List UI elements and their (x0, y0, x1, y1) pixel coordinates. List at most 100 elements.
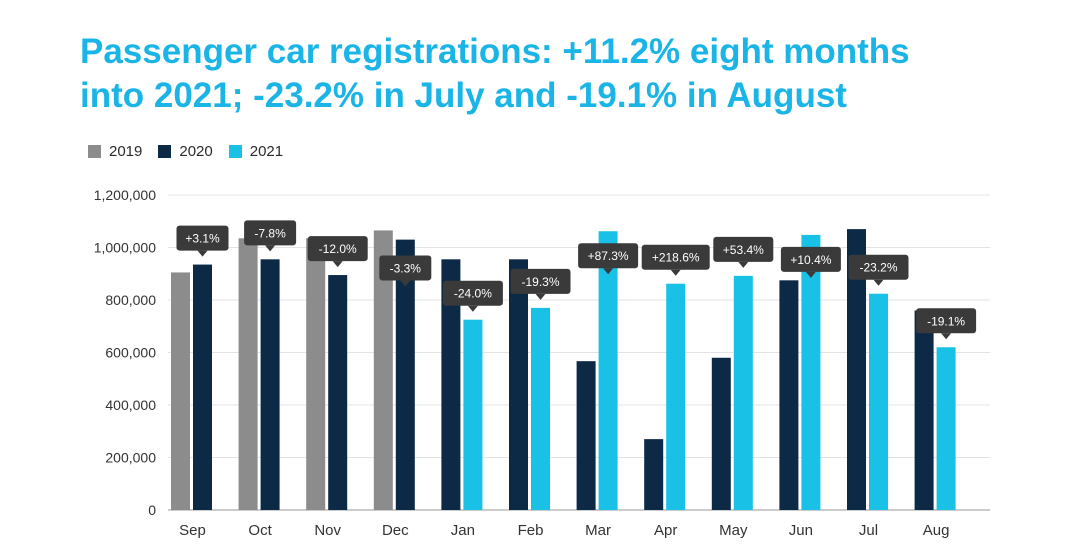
legend-item-2019: 2019 (88, 143, 142, 160)
x-tick-label: Nov (314, 522, 341, 539)
callout-box (916, 308, 977, 334)
callout-label: -23.2% (859, 261, 897, 275)
callout-pointer (332, 261, 343, 268)
legend-swatch-2020 (158, 145, 172, 158)
callout-pointer (400, 280, 411, 287)
bar-2020-apr (644, 439, 664, 510)
bar-2021-jan (463, 319, 483, 510)
bar-2020-aug (914, 310, 934, 510)
legend-swatch-2021 (228, 145, 242, 158)
callout-box (641, 244, 710, 270)
legend-label-2020: 2020 (179, 143, 213, 160)
bar-2020-dec (395, 239, 415, 510)
x-tick-label: Jan (451, 522, 475, 539)
callout-label: -24.0% (454, 287, 492, 301)
y-tick-label: 200,000 (105, 450, 156, 466)
callout-pointer (535, 293, 546, 300)
callout-label: -12.0% (319, 242, 357, 256)
bar-2019-dec (373, 230, 393, 510)
callout-label: +53.4% (723, 243, 764, 257)
callout-label: -19.1% (927, 314, 965, 328)
bar-2019-sep (171, 272, 190, 510)
y-tick-label: 400,000 (105, 397, 156, 413)
bar-2020-oct (260, 259, 280, 510)
x-tick-label: Dec (382, 522, 409, 539)
legend-swatch-2019 (88, 145, 101, 158)
y-tick-label: 600,000 (105, 345, 156, 361)
chart-title-line-2: into 2021; -23.2% in July and -19.1% in … (80, 76, 847, 115)
bar-2021-apr (666, 283, 686, 510)
legend-label-2019: 2019 (109, 143, 143, 160)
callout-label: +87.3% (588, 249, 629, 263)
callout-box (244, 220, 297, 246)
bar-2021-aug (936, 347, 956, 510)
callout-box (578, 243, 639, 269)
callout-box (780, 246, 841, 272)
callout-box (848, 254, 909, 280)
callout-box (510, 268, 571, 294)
callout-jul: -23.2% (848, 254, 909, 286)
callout-pointer (265, 245, 276, 252)
bar-2020-jul (847, 229, 866, 510)
callout-box (713, 236, 774, 262)
callout-pointer (738, 261, 749, 268)
bar-2020-jun (779, 280, 799, 510)
bar-2021-jul (869, 293, 888, 510)
callout-label: +218.6% (652, 251, 700, 265)
callout-label: +10.4% (790, 253, 831, 267)
callout-jun: +10.4% (780, 246, 841, 278)
bar-2019-oct (238, 238, 258, 510)
x-tick-label: Jul (859, 522, 878, 539)
callout-box (379, 255, 432, 281)
callout-dec: -3.3% (379, 255, 432, 287)
callout-pointer (941, 333, 952, 340)
callout-label: -19.3% (521, 275, 559, 289)
x-tick-label: Oct (248, 522, 272, 539)
callout-oct: -7.8% (244, 220, 297, 252)
legend-item-2021: 2021 (228, 143, 284, 160)
callout-label: +3.1% (185, 232, 220, 246)
y-tick-label: 1,000,000 (94, 240, 156, 256)
callout-pointer (467, 305, 478, 312)
chart-title: Passenger car registrations: +11.2% eigh… (80, 30, 1060, 118)
callout-pointer (197, 250, 208, 257)
bar-2020-nov (328, 275, 348, 510)
y-tick-label: 0 (148, 502, 156, 518)
chart-legend: 2019 2020 2021 (88, 143, 283, 160)
bar-2021-mar (598, 231, 618, 510)
x-tick-label: Apr (654, 522, 677, 539)
bar-2020-may (711, 357, 731, 510)
callout-pointer (670, 269, 681, 276)
callout-box (442, 280, 503, 306)
bar-2021-may (733, 275, 753, 510)
callout-pointer (603, 268, 614, 275)
callout-apr: +218.6% (641, 244, 710, 276)
chart-title-line-1: Passenger car registrations: +11.2% eigh… (80, 32, 910, 71)
callout-nov: -12.0% (307, 236, 368, 268)
callout-label: -7.8% (254, 226, 286, 240)
x-tick-label: Jun (789, 522, 813, 539)
callout-jan: -24.0% (442, 280, 503, 312)
x-tick-label: Aug (923, 522, 950, 539)
x-tick-label: Feb (518, 522, 544, 539)
y-tick-label: 800,000 (105, 292, 156, 308)
legend-label-2021: 2021 (249, 143, 284, 160)
callout-label: -3.3% (390, 261, 422, 275)
callout-box (307, 236, 368, 262)
x-tick-label: Sep (179, 522, 206, 539)
bar-2020-jan (441, 259, 461, 510)
callout-mar: +87.3% (578, 243, 639, 275)
bar-2020-feb (509, 259, 528, 510)
callout-pointer (805, 271, 816, 278)
callout-pointer (873, 279, 884, 286)
callout-feb: -19.3% (510, 268, 571, 300)
callout-box (176, 225, 229, 251)
callout-may: +53.4% (713, 236, 774, 268)
callout-sep: +3.1% (176, 225, 229, 257)
callout-aug: -19.1% (916, 308, 977, 340)
bar-2020-mar (576, 361, 596, 510)
bar-2021-feb (531, 307, 550, 510)
legend-item-2020: 2020 (158, 143, 213, 160)
bar-2020-sep (193, 264, 212, 510)
